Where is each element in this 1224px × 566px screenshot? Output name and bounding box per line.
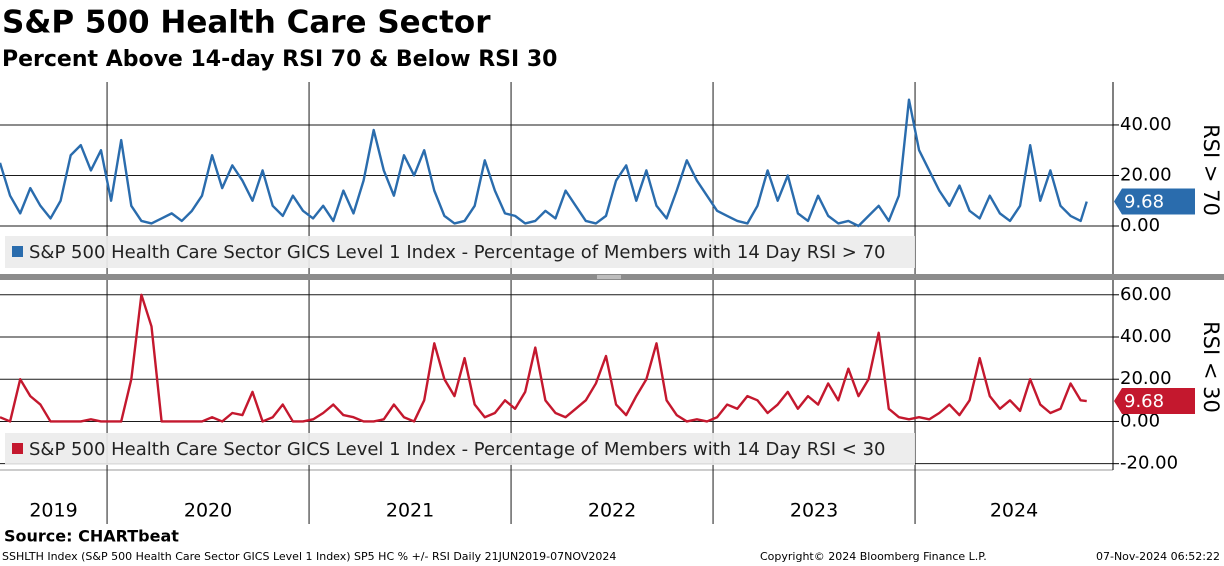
- y-tick-label: 0.00: [1120, 410, 1160, 431]
- y-tick-label: -20.00: [1120, 453, 1178, 474]
- footer-timestamp: 07-Nov-2024 06:52:22: [1096, 550, 1220, 563]
- x-tick-label: 2022: [588, 500, 636, 522]
- x-tick-label: 2019: [29, 500, 77, 522]
- y-axis-label: RSI < 30: [1199, 321, 1223, 413]
- chart-subtitle: Percent Above 14-day RSI 70 & Below RSI …: [2, 47, 558, 72]
- y-tick-label: 0.00: [1120, 215, 1160, 236]
- y-axis-label: RSI > 70: [1199, 124, 1223, 216]
- x-tick-label: 2024: [990, 500, 1038, 522]
- x-tick-label: 2023: [790, 500, 838, 522]
- legend-box: [5, 433, 915, 465]
- line-series: [0, 293, 1087, 423]
- line-series: [0, 98, 1088, 228]
- last-value-tag: [1114, 388, 1195, 415]
- last-value-label: 9.68: [1124, 192, 1164, 213]
- y-tick-label: 20.00: [1120, 368, 1172, 389]
- legend-box: [5, 236, 915, 268]
- source: Source: CHARTbeat: [4, 527, 179, 546]
- footer-description: SSHLTH Index (S&P 500 Health Care Sector…: [2, 550, 616, 563]
- y-tick-label: 20.00: [1120, 164, 1172, 185]
- legend-swatch: [12, 443, 23, 454]
- legend-swatch: [12, 246, 23, 257]
- y-tick-label: 40.00: [1120, 114, 1172, 135]
- chart-title: S&P 500 Health Care Sector: [2, 5, 491, 41]
- last-value-tag: [1114, 188, 1195, 215]
- y-tick-label: 60.00: [1120, 284, 1172, 305]
- x-tick-label: 2021: [386, 500, 434, 522]
- legend-label: S&P 500 Health Care Sector GICS Level 1 …: [29, 242, 885, 263]
- legend-label: S&P 500 Health Care Sector GICS Level 1 …: [29, 439, 885, 460]
- y-tick-label: 40.00: [1120, 326, 1172, 347]
- footer-copyright: Copyright© 2024 Bloomberg Finance L.P.: [760, 550, 987, 563]
- last-value-label: 9.68: [1124, 391, 1164, 412]
- divider-handle: [597, 275, 621, 279]
- x-tick-label: 2020: [184, 500, 232, 522]
